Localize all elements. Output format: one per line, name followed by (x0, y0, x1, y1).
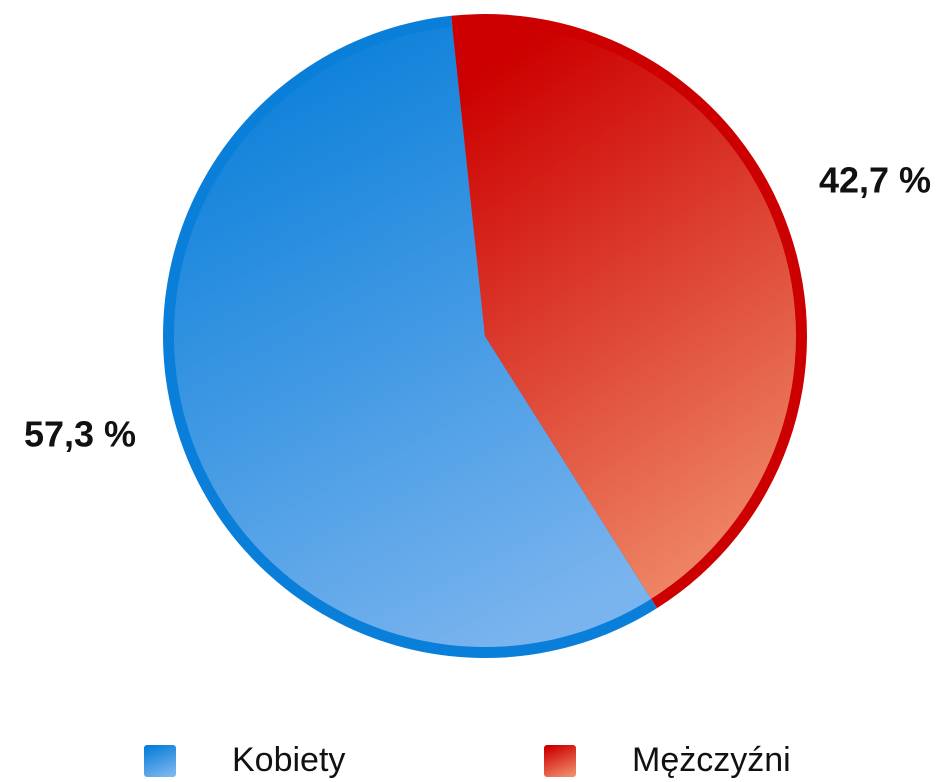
legend-swatch (544, 745, 576, 777)
value-label: 57,3 % (24, 414, 136, 455)
pie-slice (452, 25, 796, 599)
legend-swatch (144, 745, 176, 777)
value-label: 42,7 % (819, 160, 931, 201)
legend-label: Mężczyźni (632, 741, 791, 779)
pie-slice (173, 26, 652, 648)
legend-label: Kobiety (232, 741, 345, 779)
